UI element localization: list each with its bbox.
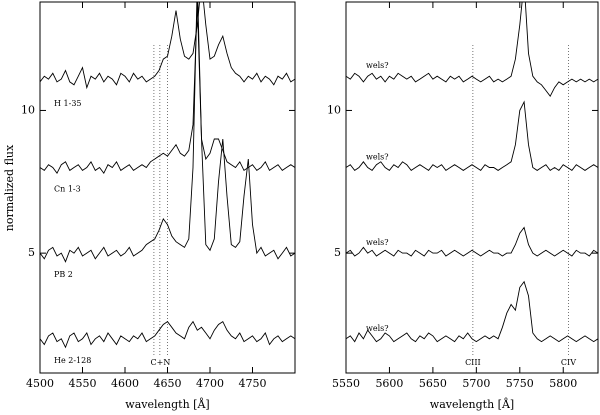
spectrum bbox=[40, 320, 295, 349]
marker-label: C+N bbox=[151, 358, 171, 367]
spectrum bbox=[346, 280, 598, 343]
x-tick-label: 4500 bbox=[26, 377, 54, 390]
spectrum-label: wels? bbox=[366, 153, 389, 162]
x-tick-label: 5800 bbox=[549, 377, 577, 390]
y-axis-label: normalized flux bbox=[3, 144, 16, 231]
spectrum-label: wels? bbox=[366, 61, 389, 70]
x-tick-label: 5550 bbox=[332, 377, 360, 390]
x-tick-label: 4600 bbox=[111, 377, 139, 390]
spectrum bbox=[40, 2, 295, 175]
spectrum-label: wels? bbox=[366, 324, 389, 333]
spectrum bbox=[346, 226, 598, 257]
marker-label: CIII bbox=[465, 358, 481, 367]
spectrum bbox=[40, 2, 295, 90]
x-tick-label: 5650 bbox=[419, 377, 447, 390]
spectrum bbox=[40, 2, 295, 263]
spectrum-label: PB 2 bbox=[54, 270, 73, 279]
y-tick-label: 5 bbox=[334, 246, 341, 259]
x-tick-label: 4650 bbox=[154, 377, 182, 390]
spectrum bbox=[346, 100, 598, 172]
plot-frame bbox=[345, 1, 599, 374]
x-tick-label: 5750 bbox=[506, 377, 534, 390]
x-axis-label: wavelength [Å] bbox=[125, 397, 209, 411]
x-tick-label: 4750 bbox=[239, 377, 267, 390]
x-tick-label: 4700 bbox=[196, 377, 224, 390]
x-tick-label: 5700 bbox=[462, 377, 490, 390]
spectrum-label: wels? bbox=[366, 238, 389, 247]
marker-label: CIV bbox=[561, 358, 576, 367]
panel: 4500 4550 4600 4650 4700 4750 5 10 wavelength [Å… bbox=[21, 1, 296, 411]
spectrum-label: Cn 1-3 bbox=[54, 185, 81, 194]
panel: 5550 5600 5650 5700 5750 5800 5 10 wavelength [Å… bbox=[327, 1, 599, 411]
y-tick-label: 10 bbox=[327, 103, 341, 116]
plot-area bbox=[40, 2, 295, 355]
plot-area bbox=[346, 2, 598, 355]
spectrum-label: He 2-128 bbox=[54, 356, 91, 365]
spectrum-label: H 1-35 bbox=[54, 99, 82, 108]
x-tick-label: 5600 bbox=[375, 377, 403, 390]
y-tick-label: 10 bbox=[21, 103, 35, 116]
x-tick-label: 4550 bbox=[69, 377, 97, 390]
spectrum bbox=[346, 2, 598, 98]
x-axis-label: wavelength [Å] bbox=[430, 397, 514, 411]
y-tick-label: 5 bbox=[28, 246, 35, 259]
